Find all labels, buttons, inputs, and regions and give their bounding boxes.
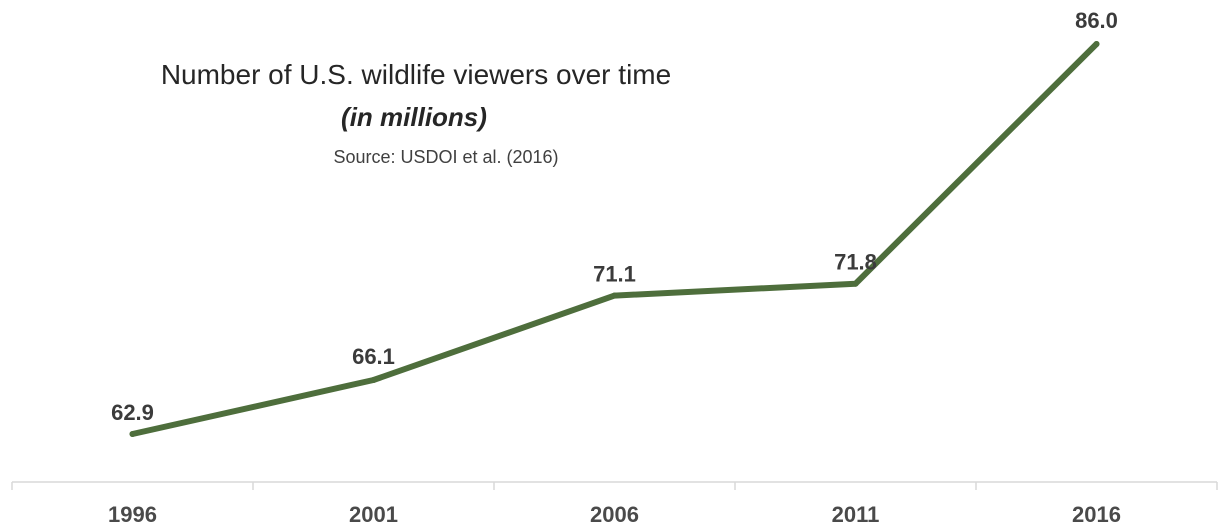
data-point	[1093, 41, 1100, 47]
chart-subtitle: (in millions)	[341, 102, 487, 132]
data-label: 71.1	[593, 262, 636, 287]
x-tick-label: 2006	[590, 502, 639, 527]
data-label: 62.9	[111, 400, 154, 425]
data-label: 71.8	[834, 250, 877, 275]
chart-source: Source: USDOI et al. (2016)	[333, 147, 558, 167]
x-tick-labels: 1996 2001 2006 2011 2016	[108, 502, 1121, 527]
series-line	[129, 41, 1100, 437]
series-layer	[129, 41, 1100, 437]
data-labels: 62.9 66.1 71.1 71.8 86.0	[111, 8, 1118, 425]
x-tick-label: 2001	[349, 502, 398, 527]
x-tick-label: 2016	[1072, 502, 1121, 527]
x-axis	[11, 481, 1218, 490]
data-point	[852, 280, 859, 287]
data-label: 86.0	[1075, 8, 1118, 33]
data-point	[370, 376, 377, 383]
x-tick-label: 2011	[832, 502, 880, 527]
data-label: 66.1	[352, 344, 395, 369]
chart-title: Number of U.S. wildlife viewers over tim…	[161, 59, 671, 90]
x-tick-label: 1996	[108, 502, 157, 527]
data-point	[129, 431, 136, 437]
data-point	[611, 292, 618, 299]
